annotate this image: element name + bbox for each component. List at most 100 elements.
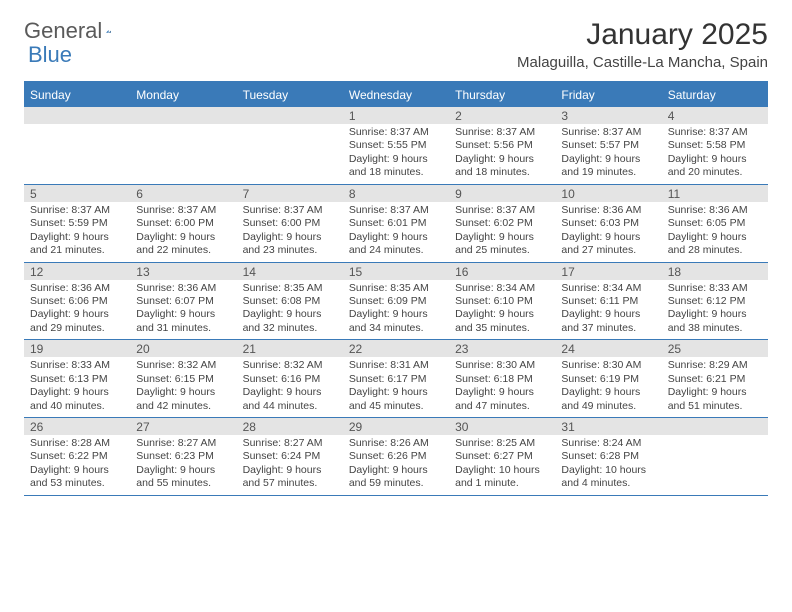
daylight-text: Daylight: 9 hours and 18 minutes. [349, 153, 443, 180]
calendar-cell [237, 107, 343, 184]
cell-body: Sunrise: 8:34 AMSunset: 6:10 PMDaylight:… [449, 280, 555, 340]
daylight-text: Daylight: 9 hours and 55 minutes. [136, 464, 230, 491]
calendar-cell: 2Sunrise: 8:37 AMSunset: 5:56 PMDaylight… [449, 107, 555, 184]
day-number: 26 [24, 418, 130, 435]
sunset-text: Sunset: 6:26 PM [349, 450, 443, 463]
calendar-cell: 31Sunrise: 8:24 AMSunset: 6:28 PMDayligh… [555, 418, 661, 495]
daylight-text: Daylight: 9 hours and 18 minutes. [455, 153, 549, 180]
cell-body: Sunrise: 8:36 AMSunset: 6:07 PMDaylight:… [130, 280, 236, 340]
calendar-cell: 26 Sunrise: 8:28 AMSunset: 6:22 PMDayligh… [24, 418, 130, 495]
day-number: 15 [343, 263, 449, 280]
cell-body: Sunrise: 8:34 AMSunset: 6:11 PMDaylight:… [555, 280, 661, 340]
sunrise-text: Sunrise: 8:35 AM [243, 282, 337, 295]
sunrise-text: Sunrise: 8:36 AM [668, 204, 762, 217]
sunrise-text: Sunrise: 8:24 AM [561, 437, 655, 450]
calendar-cell: 1Sunrise: 8:37 AMSunset: 5:55 PMDaylight… [343, 107, 449, 184]
daylight-text: Daylight: 9 hours and 49 minutes. [561, 386, 655, 413]
sunset-text: Sunset: 6:05 PM [668, 217, 762, 230]
cell-body: Sunrise: 8:37 AMSunset: 5:59 PMDaylight:… [24, 202, 130, 262]
day-number [130, 107, 236, 124]
sunrise-text: Sunrise: 8:36 AM [561, 204, 655, 217]
sunrise-text: Sunrise: 8:28 AM [30, 437, 124, 450]
calendar-cell [130, 107, 236, 184]
sunrise-text: Sunrise: 8:37 AM [561, 126, 655, 139]
cell-body [237, 124, 343, 182]
sunset-text: Sunset: 6:22 PM [30, 450, 124, 463]
sunset-text: Sunset: 5:58 PM [668, 139, 762, 152]
cell-body [662, 435, 768, 493]
day-number: 24 [555, 340, 661, 357]
day-number: 17 [555, 263, 661, 280]
cell-body: Sunrise: 8:37 AMSunset: 6:01 PMDaylight:… [343, 202, 449, 262]
daylight-text: Daylight: 9 hours and 21 minutes. [30, 231, 124, 258]
day-number: 16 [449, 263, 555, 280]
week-row: 19Sunrise: 8:33 AMSunset: 6:13 PMDayligh… [24, 340, 768, 418]
day-number [662, 418, 768, 435]
calendar-cell: 21Sunrise: 8:32 AMSunset: 6:16 PMDayligh… [237, 340, 343, 417]
sunrise-text: Sunrise: 8:33 AM [668, 282, 762, 295]
calendar-cell: 20Sunrise: 8:32 AMSunset: 6:15 PMDayligh… [130, 340, 236, 417]
sunrise-text: Sunrise: 8:33 AM [30, 359, 124, 372]
sunrise-text: Sunrise: 8:37 AM [30, 204, 124, 217]
brand-text-part1: General [24, 18, 102, 44]
daylight-text: Daylight: 9 hours and 24 minutes. [349, 231, 443, 258]
sunset-text: Sunset: 6:15 PM [136, 373, 230, 386]
day-header: Wednesday [343, 83, 449, 107]
cell-body: Sunrise: 8:32 AMSunset: 6:16 PMDaylight:… [237, 357, 343, 417]
sunrise-text: Sunrise: 8:34 AM [455, 282, 549, 295]
cell-body: Sunrise: 8:37 AMSunset: 5:57 PMDaylight:… [555, 124, 661, 184]
sunrise-text: Sunrise: 8:30 AM [561, 359, 655, 372]
sunset-text: Sunset: 6:02 PM [455, 217, 549, 230]
sunrise-text: Sunrise: 8:37 AM [455, 126, 549, 139]
daylight-text: Daylight: 9 hours and 25 minutes. [455, 231, 549, 258]
sunset-text: Sunset: 6:18 PM [455, 373, 549, 386]
brand-text-part2: Blue [28, 42, 72, 68]
week-row: 1Sunrise: 8:37 AMSunset: 5:55 PMDaylight… [24, 107, 768, 185]
day-header: Thursday [449, 83, 555, 107]
day-number: 23 [449, 340, 555, 357]
day-number [24, 107, 130, 124]
day-number: 27 [130, 418, 236, 435]
sunrise-text: Sunrise: 8:37 AM [349, 126, 443, 139]
sunrise-text: Sunrise: 8:37 AM [243, 204, 337, 217]
daylight-text: Daylight: 10 hours and 4 minutes. [561, 464, 655, 491]
calendar-cell: 25Sunrise: 8:29 AMSunset: 6:21 PMDayligh… [662, 340, 768, 417]
day-header: Monday [130, 83, 236, 107]
sunset-text: Sunset: 6:17 PM [349, 373, 443, 386]
day-header-row: SundayMondayTuesdayWednesdayThursdayFrid… [24, 83, 768, 107]
sunset-text: Sunset: 6:00 PM [136, 217, 230, 230]
day-number: 1 [343, 107, 449, 124]
daylight-text: Daylight: 9 hours and 28 minutes. [668, 231, 762, 258]
cell-body [24, 124, 130, 182]
sunset-text: Sunset: 6:12 PM [668, 295, 762, 308]
cell-body: Sunrise: 8:25 AMSunset: 6:27 PMDaylight:… [449, 435, 555, 495]
day-number: 11 [662, 185, 768, 202]
cell-body: Sunrise: 8:33 AMSunset: 6:12 PMDaylight:… [662, 280, 768, 340]
daylight-text: Daylight: 9 hours and 34 minutes. [349, 308, 443, 335]
cell-body: Sunrise: 8:33 AMSunset: 6:13 PMDaylight:… [24, 357, 130, 417]
daylight-text: Daylight: 9 hours and 53 minutes. [30, 464, 124, 491]
day-number: 28 [237, 418, 343, 435]
day-number [237, 107, 343, 124]
day-number: 14 [237, 263, 343, 280]
cell-body: Sunrise: 8:37 AMSunset: 6:00 PMDaylight:… [130, 202, 236, 262]
daylight-text: Daylight: 9 hours and 32 minutes. [243, 308, 337, 335]
cell-body: Sunrise: 8:35 AMSunset: 6:08 PMDaylight:… [237, 280, 343, 340]
calendar-cell: 22Sunrise: 8:31 AMSunset: 6:17 PMDayligh… [343, 340, 449, 417]
title-block: January 2025 Malaguilla, Castille-La Man… [517, 18, 768, 71]
calendar-cell: 16Sunrise: 8:34 AMSunset: 6:10 PMDayligh… [449, 263, 555, 340]
daylight-text: Daylight: 9 hours and 40 minutes. [30, 386, 124, 413]
sunset-text: Sunset: 5:56 PM [455, 139, 549, 152]
sunrise-text: Sunrise: 8:37 AM [136, 204, 230, 217]
sunset-text: Sunset: 6:06 PM [30, 295, 124, 308]
cell-body: Sunrise: 8:37 AMSunset: 5:56 PMDaylight:… [449, 124, 555, 184]
day-number: 8 [343, 185, 449, 202]
daylight-text: Daylight: 9 hours and 57 minutes. [243, 464, 337, 491]
day-number: 21 [237, 340, 343, 357]
cell-body: Sunrise: 8:37 AMSunset: 6:02 PMDaylight:… [449, 202, 555, 262]
day-number: 9 [449, 185, 555, 202]
daylight-text: Daylight: 9 hours and 42 minutes. [136, 386, 230, 413]
sunrise-text: Sunrise: 8:35 AM [349, 282, 443, 295]
sunset-text: Sunset: 6:07 PM [136, 295, 230, 308]
calendar-cell: 15Sunrise: 8:35 AMSunset: 6:09 PMDayligh… [343, 263, 449, 340]
